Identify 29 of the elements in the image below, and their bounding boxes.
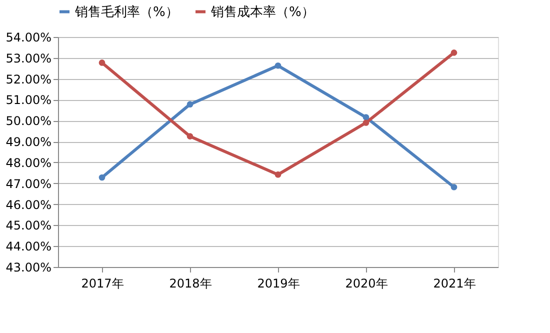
point bbox=[186, 101, 194, 108]
y-tick-label: 49.00% bbox=[6, 135, 52, 150]
y-tick-label: 48.00% bbox=[6, 156, 52, 170]
point bbox=[274, 62, 282, 69]
point bbox=[186, 133, 194, 140]
point bbox=[98, 174, 106, 181]
x-tick-label: 2017年 bbox=[81, 276, 124, 290]
y-tick-label: 52.00% bbox=[6, 72, 52, 86]
point bbox=[362, 120, 370, 126]
y-tick-label: 50.00% bbox=[6, 114, 52, 128]
point bbox=[450, 184, 458, 190]
y-tick-label: 46.00% bbox=[6, 198, 52, 212]
y-tick-label: 53.00% bbox=[6, 51, 52, 66]
legend-label: 销售毛利率（%） bbox=[74, 4, 178, 20]
point bbox=[362, 114, 370, 120]
point bbox=[450, 50, 458, 56]
legend-label: 销售成本率（%） bbox=[210, 4, 314, 20]
y-tick-label: 47.00% bbox=[6, 176, 52, 191]
point bbox=[274, 171, 282, 178]
x-tick-label: 2020年 bbox=[345, 276, 388, 290]
point bbox=[98, 60, 106, 66]
y-tick-label: 43.00% bbox=[6, 260, 52, 274]
x-tick-label: 2019年 bbox=[257, 276, 300, 290]
x-tick-label: 2021年 bbox=[433, 276, 476, 290]
y-tick-label: 45.00% bbox=[6, 218, 52, 233]
y-tick-label: 51.00% bbox=[6, 93, 52, 108]
y-tick-label: 54.00% bbox=[6, 30, 52, 44]
x-tick-label: 2018年 bbox=[169, 276, 212, 290]
y-tick-label: 44.00% bbox=[6, 240, 52, 254]
